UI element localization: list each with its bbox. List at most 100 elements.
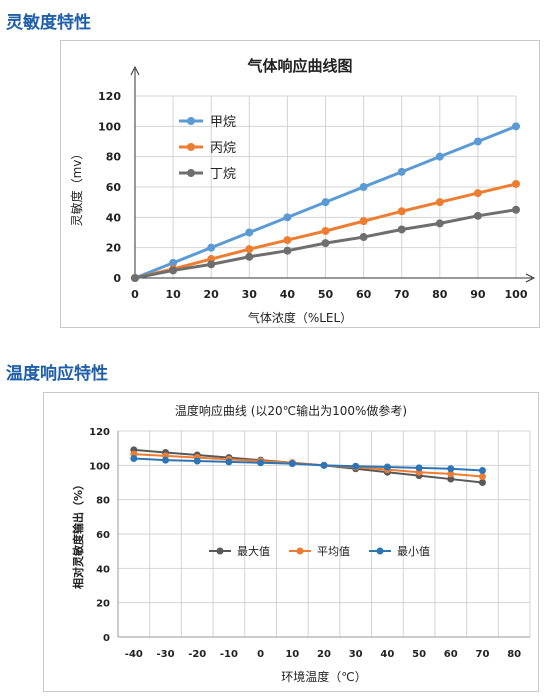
x-tick-label: 50 (318, 288, 334, 301)
data-point (383, 463, 391, 471)
data-point (435, 219, 444, 228)
legend-marker (187, 117, 195, 125)
temperature-response-chart-svg: 温度响应曲线 (以20℃输出为100%做参考) 0 20 40 60 80 100 120 -4… (71, 403, 531, 684)
data-point (435, 198, 444, 207)
legend-label: 丁烷 (210, 167, 236, 182)
data-point (447, 475, 455, 483)
x-tick-label: 70 (476, 649, 490, 660)
data-point (478, 479, 486, 486)
data-point (359, 217, 368, 226)
y-axis-label: 相对灵敏度输出（%） (71, 479, 85, 589)
x-tick-label: 0 (131, 288, 139, 301)
x-tick-label: 90 (470, 288, 486, 301)
x-tick-label: -20 (188, 649, 206, 660)
data-point (478, 472, 486, 480)
data-point (320, 461, 328, 469)
y-axis-arrow (130, 65, 140, 76)
section-title-sensitivity: 灵敏度特性 (6, 13, 91, 33)
data-point (169, 266, 178, 275)
legend-marker (187, 143, 195, 151)
data-point (130, 454, 138, 462)
legend-label: 丙烷 (210, 141, 236, 156)
x-axis-arrow (525, 273, 536, 283)
x-tick-label: -40 (125, 649, 143, 660)
data-point (447, 465, 455, 473)
x-axis-label: 气体浓度（%LEL） (248, 310, 352, 325)
legend-marker (376, 547, 384, 555)
y-tick-label: 40 (96, 564, 110, 575)
x-tick-label: 80 (432, 288, 448, 301)
data-point (352, 462, 360, 470)
data-point (397, 167, 406, 176)
data-point (473, 189, 482, 198)
legend-marker (216, 547, 224, 555)
data-point (321, 226, 330, 235)
x-tick-label: 60 (356, 288, 372, 301)
data-point (321, 239, 330, 248)
data-point (283, 246, 292, 255)
data-point (435, 152, 444, 161)
y-tick-label: 120 (89, 427, 110, 438)
x-tick-label: 100 (505, 288, 528, 301)
y-tick-label: 80 (106, 151, 122, 164)
data-point (131, 274, 139, 282)
data-point (397, 225, 406, 234)
data-point (225, 458, 233, 466)
x-tick-label: 20 (204, 288, 220, 301)
gas-response-chart-svg: 气体响应曲线图 0 20 40 60 80 100 120 0 10 20 30 40 50 60 70 80 9… (69, 57, 536, 325)
x-axis-label: 环境温度（℃） (281, 669, 366, 684)
gas-response-chart: 气体响应曲线图 0 20 40 60 80 100 120 0 10 20 30 40 50 60 70 80 9… (60, 40, 540, 328)
y-tick-label: 0 (103, 633, 110, 644)
data-point (473, 137, 482, 146)
data-point (447, 470, 455, 478)
legend-label: 平均值 (317, 545, 350, 558)
y-axis-label: 灵敏度（mv） (69, 148, 84, 227)
y-tick-label: 0 (113, 272, 121, 285)
data-point (162, 456, 170, 464)
x-tick-label: 50 (412, 649, 426, 660)
data-point (359, 233, 368, 242)
data-point (257, 459, 265, 467)
legend-marker (296, 547, 304, 555)
data-point (359, 183, 368, 191)
x-tick-label: 60 (444, 649, 458, 660)
x-tick-label: 20 (317, 649, 331, 660)
y-tick-label: 60 (96, 530, 110, 541)
data-point (193, 457, 201, 465)
y-tick-label: 100 (98, 120, 121, 133)
x-tick-label: 70 (394, 288, 410, 301)
data-point (321, 198, 330, 207)
y-tick-label: 60 (106, 181, 122, 194)
data-point (288, 460, 296, 468)
series-line (133, 457, 483, 472)
chart-title: 气体响应曲线图 (246, 57, 352, 75)
data-point (245, 252, 254, 261)
x-tick-label: 30 (349, 649, 363, 660)
legend-label: 最小值 (397, 545, 430, 558)
temperature-response-chart: 温度响应曲线 (以20℃输出为100%做参考) 0 20 40 60 80 100 120 -4… (43, 392, 539, 692)
data-point (512, 122, 520, 131)
x-tick-label: 30 (242, 288, 258, 301)
data-point (478, 466, 486, 474)
x-tick-label: 10 (285, 649, 299, 660)
y-tick-label: 20 (96, 599, 110, 610)
chart-title: 温度响应曲线 (以20℃输出为100%做参考) (175, 403, 407, 418)
legend-label: 甲烷 (210, 115, 236, 130)
y-tick-label: 80 (96, 496, 110, 507)
data-point (207, 260, 216, 269)
section-title-temperature: 温度响应特性 (6, 364, 108, 384)
x-tick-label: -30 (156, 649, 174, 660)
x-tick-label: -10 (220, 649, 238, 660)
data-point (415, 464, 423, 472)
data-point (397, 207, 406, 216)
y-tick-label: 100 (89, 461, 110, 472)
x-tick-label: 10 (165, 288, 181, 301)
y-tick-label: 120 (98, 90, 121, 103)
data-point (512, 179, 520, 188)
data-point (245, 228, 254, 237)
legend-marker (187, 169, 195, 177)
data-point (169, 258, 178, 267)
y-tick-label: 40 (106, 211, 122, 224)
x-tick-label: 40 (280, 288, 296, 301)
x-tick-label: 80 (507, 649, 521, 660)
